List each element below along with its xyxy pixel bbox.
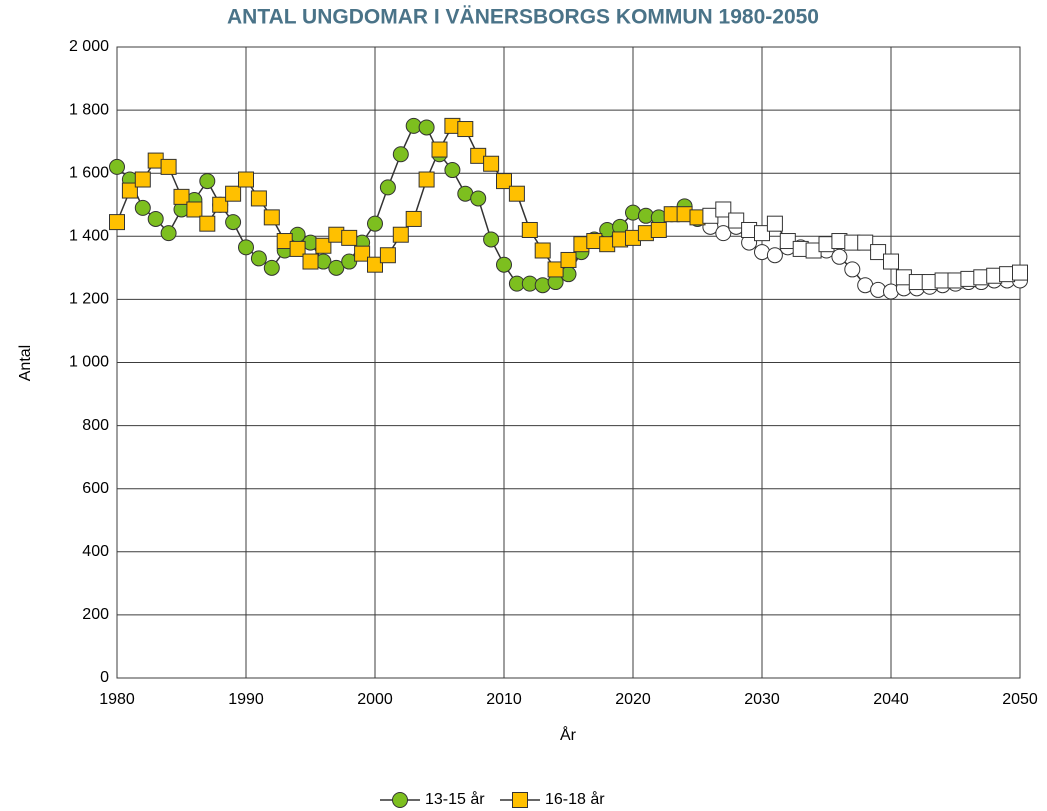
- marker: [512, 792, 528, 808]
- x-tick-label: 1980: [99, 691, 135, 708]
- marker: [392, 792, 408, 808]
- marker: [199, 173, 216, 190]
- y-tick-label: 400: [82, 543, 109, 560]
- marker: [212, 196, 229, 213]
- x-tick-label: 2050: [1002, 691, 1038, 708]
- marker: [560, 251, 577, 268]
- marker: [521, 221, 538, 238]
- marker: [715, 225, 732, 242]
- marker: [134, 199, 151, 216]
- plot-frame: [116, 46, 1021, 679]
- y-tick-label: 1 400: [69, 228, 109, 245]
- x-tick-label: 2010: [486, 691, 522, 708]
- y-tick-label: 2 000: [69, 38, 109, 55]
- marker: [250, 190, 267, 207]
- marker: [496, 173, 512, 190]
- marker: [354, 245, 371, 262]
- marker: [650, 221, 667, 238]
- marker: [766, 215, 783, 232]
- marker: [496, 256, 512, 273]
- x-axis-label: År: [560, 725, 577, 744]
- marker: [238, 171, 254, 188]
- marker: [547, 261, 564, 278]
- marker: [483, 231, 500, 248]
- y-tick-label: 200: [82, 606, 109, 623]
- marker: [534, 242, 551, 259]
- marker: [379, 179, 396, 196]
- marker: [367, 215, 383, 232]
- marker: [470, 190, 487, 207]
- marker: [392, 226, 409, 243]
- marker: [754, 225, 770, 242]
- marker: [508, 185, 525, 202]
- marker: [857, 234, 874, 251]
- x-tick-label: 2020: [615, 691, 651, 708]
- y-tick-label: 1 800: [69, 101, 109, 118]
- y-axis-label: Antal: [17, 345, 34, 381]
- marker: [870, 244, 887, 261]
- marker: [341, 229, 358, 246]
- marker: [831, 248, 848, 265]
- marker: [289, 240, 306, 257]
- marker: [250, 250, 267, 267]
- marker: [444, 162, 461, 179]
- legend-label: 16-18 år: [545, 790, 605, 808]
- marker: [315, 237, 332, 254]
- marker: [431, 141, 448, 158]
- marker: [160, 225, 177, 242]
- marker: [225, 185, 242, 202]
- marker: [883, 253, 899, 270]
- x-tick-label: 2000: [357, 691, 393, 708]
- marker: [1012, 264, 1028, 281]
- marker: [134, 171, 151, 188]
- marker: [121, 182, 138, 199]
- marker: [199, 215, 216, 232]
- marker: [328, 259, 345, 276]
- marker: [728, 212, 745, 229]
- marker: [457, 121, 474, 138]
- y-tick-label: 800: [82, 417, 109, 434]
- marker: [405, 210, 422, 227]
- marker: [379, 247, 396, 264]
- y-tick-label: 600: [82, 480, 109, 497]
- marker: [392, 146, 409, 163]
- marker: [173, 188, 190, 205]
- marker: [186, 201, 203, 218]
- x-tick-label: 2040: [873, 691, 909, 708]
- y-tick-label: 0: [100, 669, 109, 686]
- marker: [844, 261, 861, 278]
- marker: [263, 259, 280, 276]
- marker: [109, 158, 125, 175]
- marker: [418, 119, 435, 136]
- marker: [147, 210, 164, 227]
- marker: [263, 209, 280, 226]
- marker: [160, 158, 177, 175]
- marker: [418, 171, 435, 188]
- marker: [109, 214, 125, 231]
- marker: [302, 253, 319, 270]
- marker: [367, 256, 383, 273]
- marker: [766, 247, 783, 264]
- x-tick-label: 1990: [228, 691, 264, 708]
- marker: [715, 201, 732, 218]
- legend-label: 13-15 år: [425, 790, 485, 808]
- marker: [225, 214, 242, 231]
- marker: [238, 239, 254, 256]
- y-tick-label: 1 000: [69, 354, 109, 371]
- x-tick-label: 2030: [744, 691, 780, 708]
- y-tick-label: 1 600: [69, 164, 109, 181]
- chart-title: ANTAL UNGDOMAR I VÄNERSBORGS KOMMUN 1980…: [227, 6, 819, 29]
- y-tick-label: 1 200: [69, 291, 109, 308]
- marker: [483, 155, 500, 172]
